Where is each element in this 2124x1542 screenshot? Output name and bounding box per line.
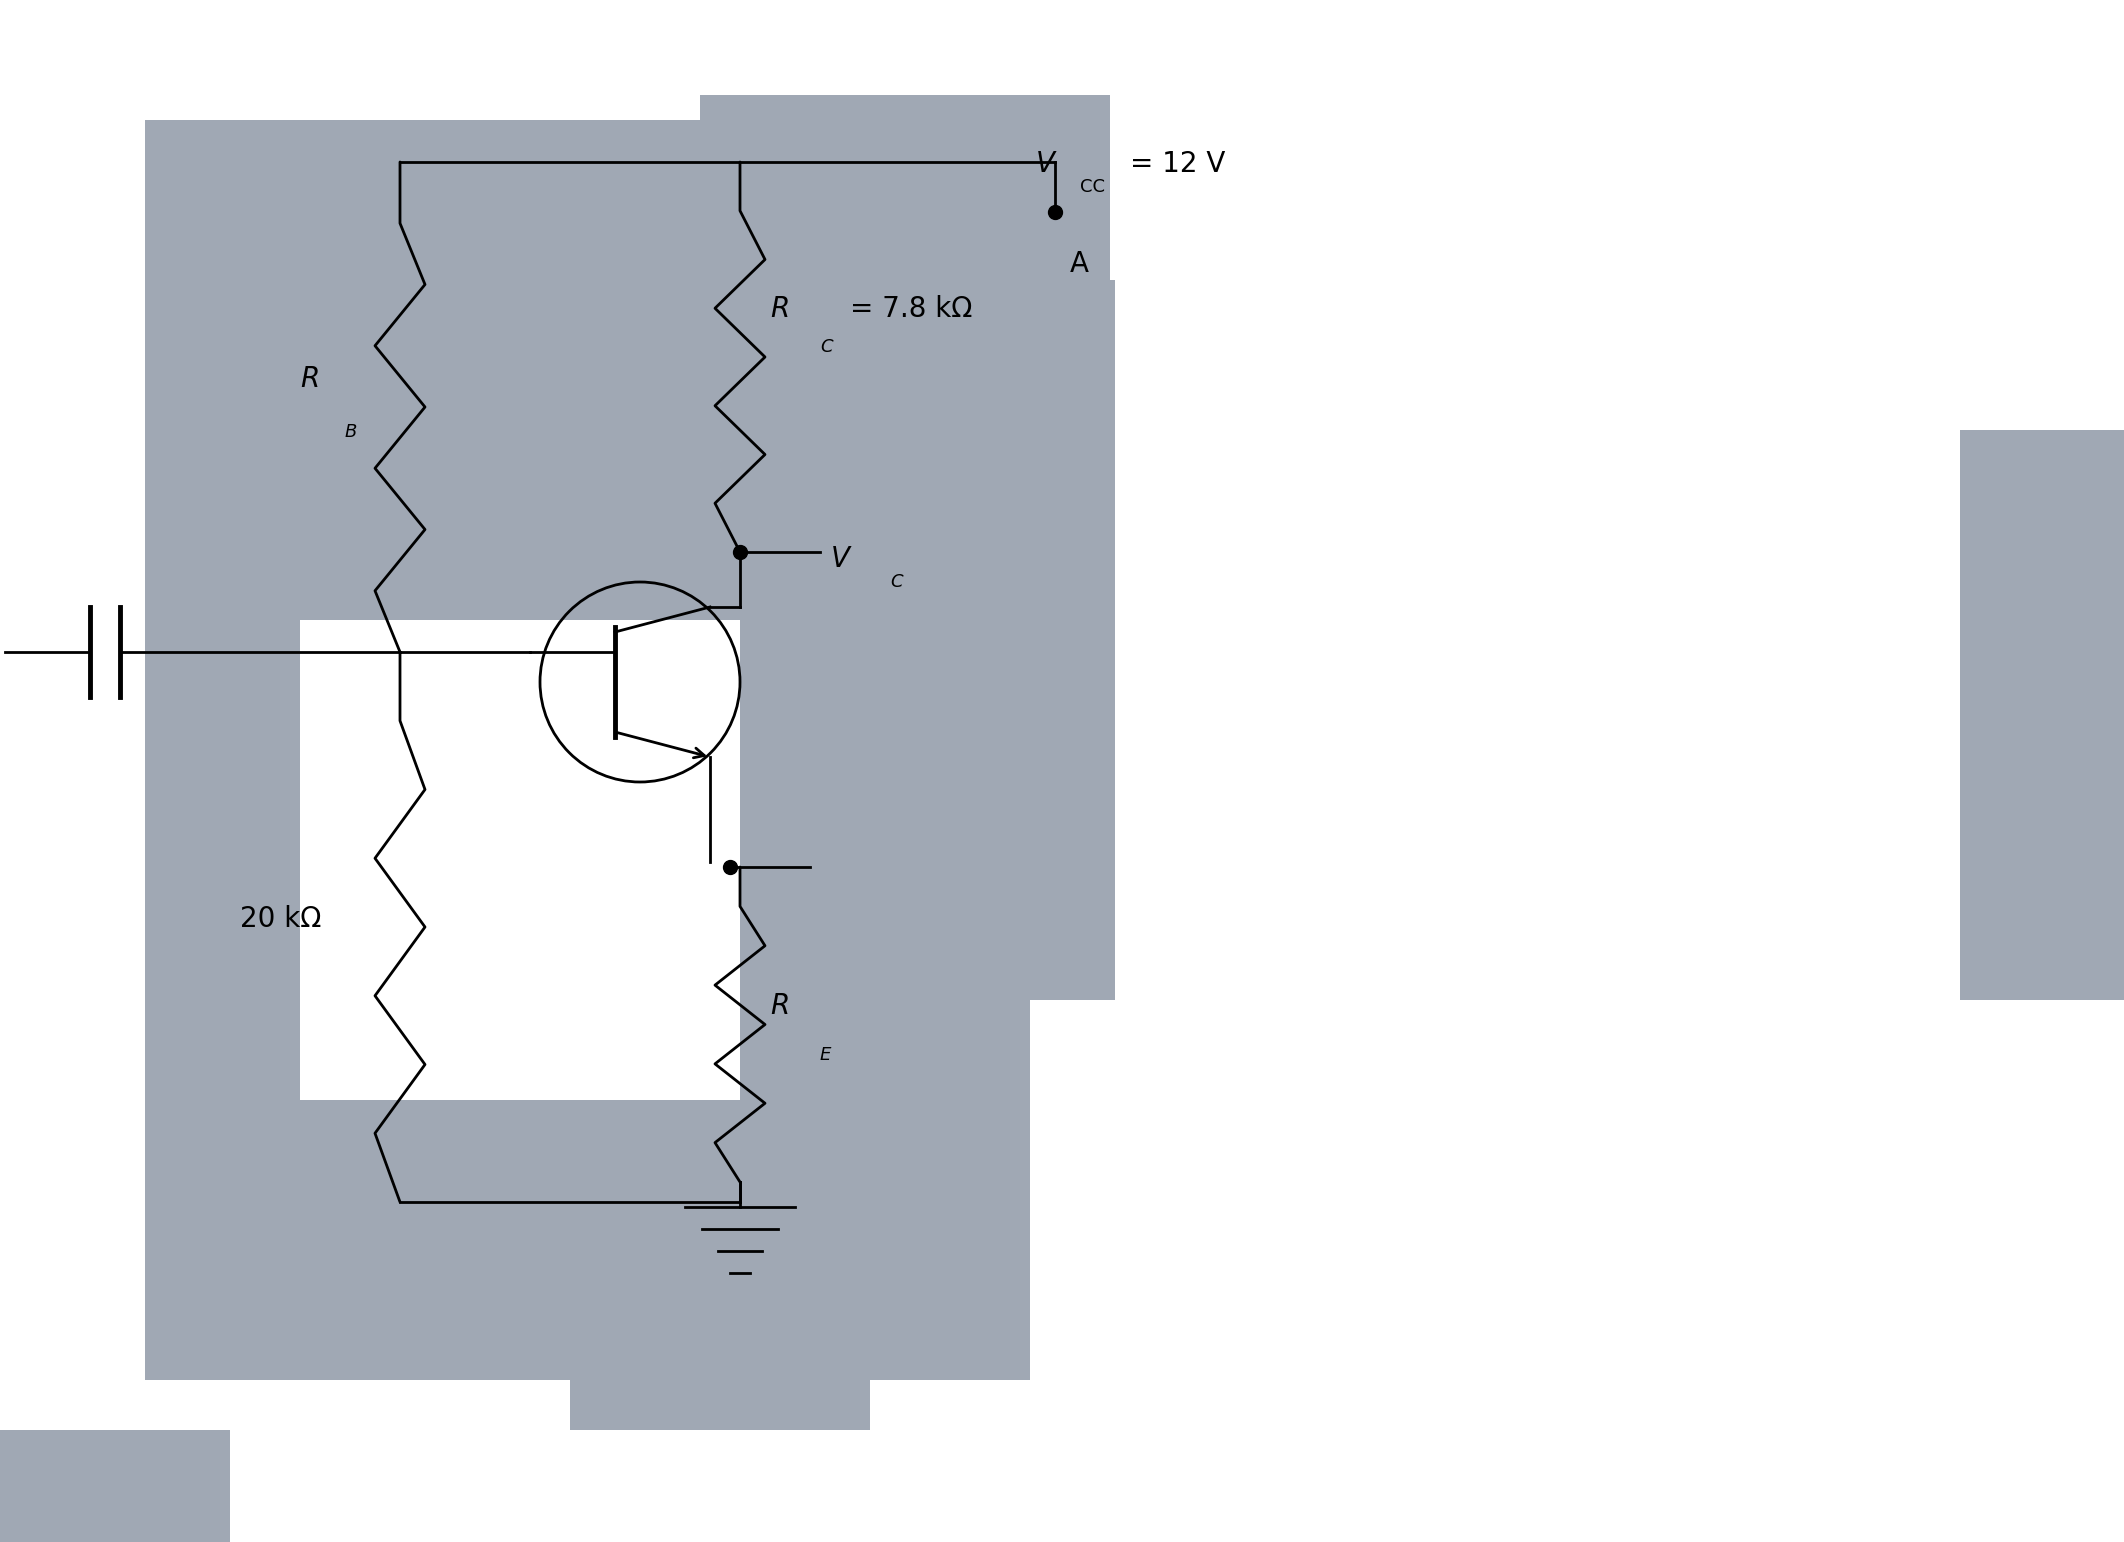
Text: A: A xyxy=(1070,250,1090,278)
Text: = 12 V: = 12 V xyxy=(1130,150,1226,177)
Text: $R$: $R$ xyxy=(299,365,319,393)
Bar xyxy=(569,1305,790,1429)
Bar xyxy=(569,1220,820,1311)
Bar xyxy=(701,96,1111,281)
Bar xyxy=(0,1429,229,1542)
Text: $V$: $V$ xyxy=(1034,150,1058,177)
Text: CC: CC xyxy=(1079,177,1104,196)
Text: B: B xyxy=(344,423,357,441)
Bar xyxy=(299,620,739,1099)
Bar xyxy=(1000,281,1115,870)
Bar xyxy=(790,1305,871,1429)
Text: C: C xyxy=(820,338,833,356)
Text: $R$: $R$ xyxy=(771,993,788,1021)
Text: $R$: $R$ xyxy=(771,295,788,322)
Bar xyxy=(1000,870,1115,1001)
Bar xyxy=(1960,430,2124,1001)
Text: = 7.8 kΩ: = 7.8 kΩ xyxy=(850,295,973,322)
Text: E: E xyxy=(820,1045,830,1064)
Text: $V$: $V$ xyxy=(830,544,852,574)
Bar xyxy=(144,120,1030,1380)
Text: 20 kΩ: 20 kΩ xyxy=(240,905,321,933)
Text: C: C xyxy=(890,574,903,591)
